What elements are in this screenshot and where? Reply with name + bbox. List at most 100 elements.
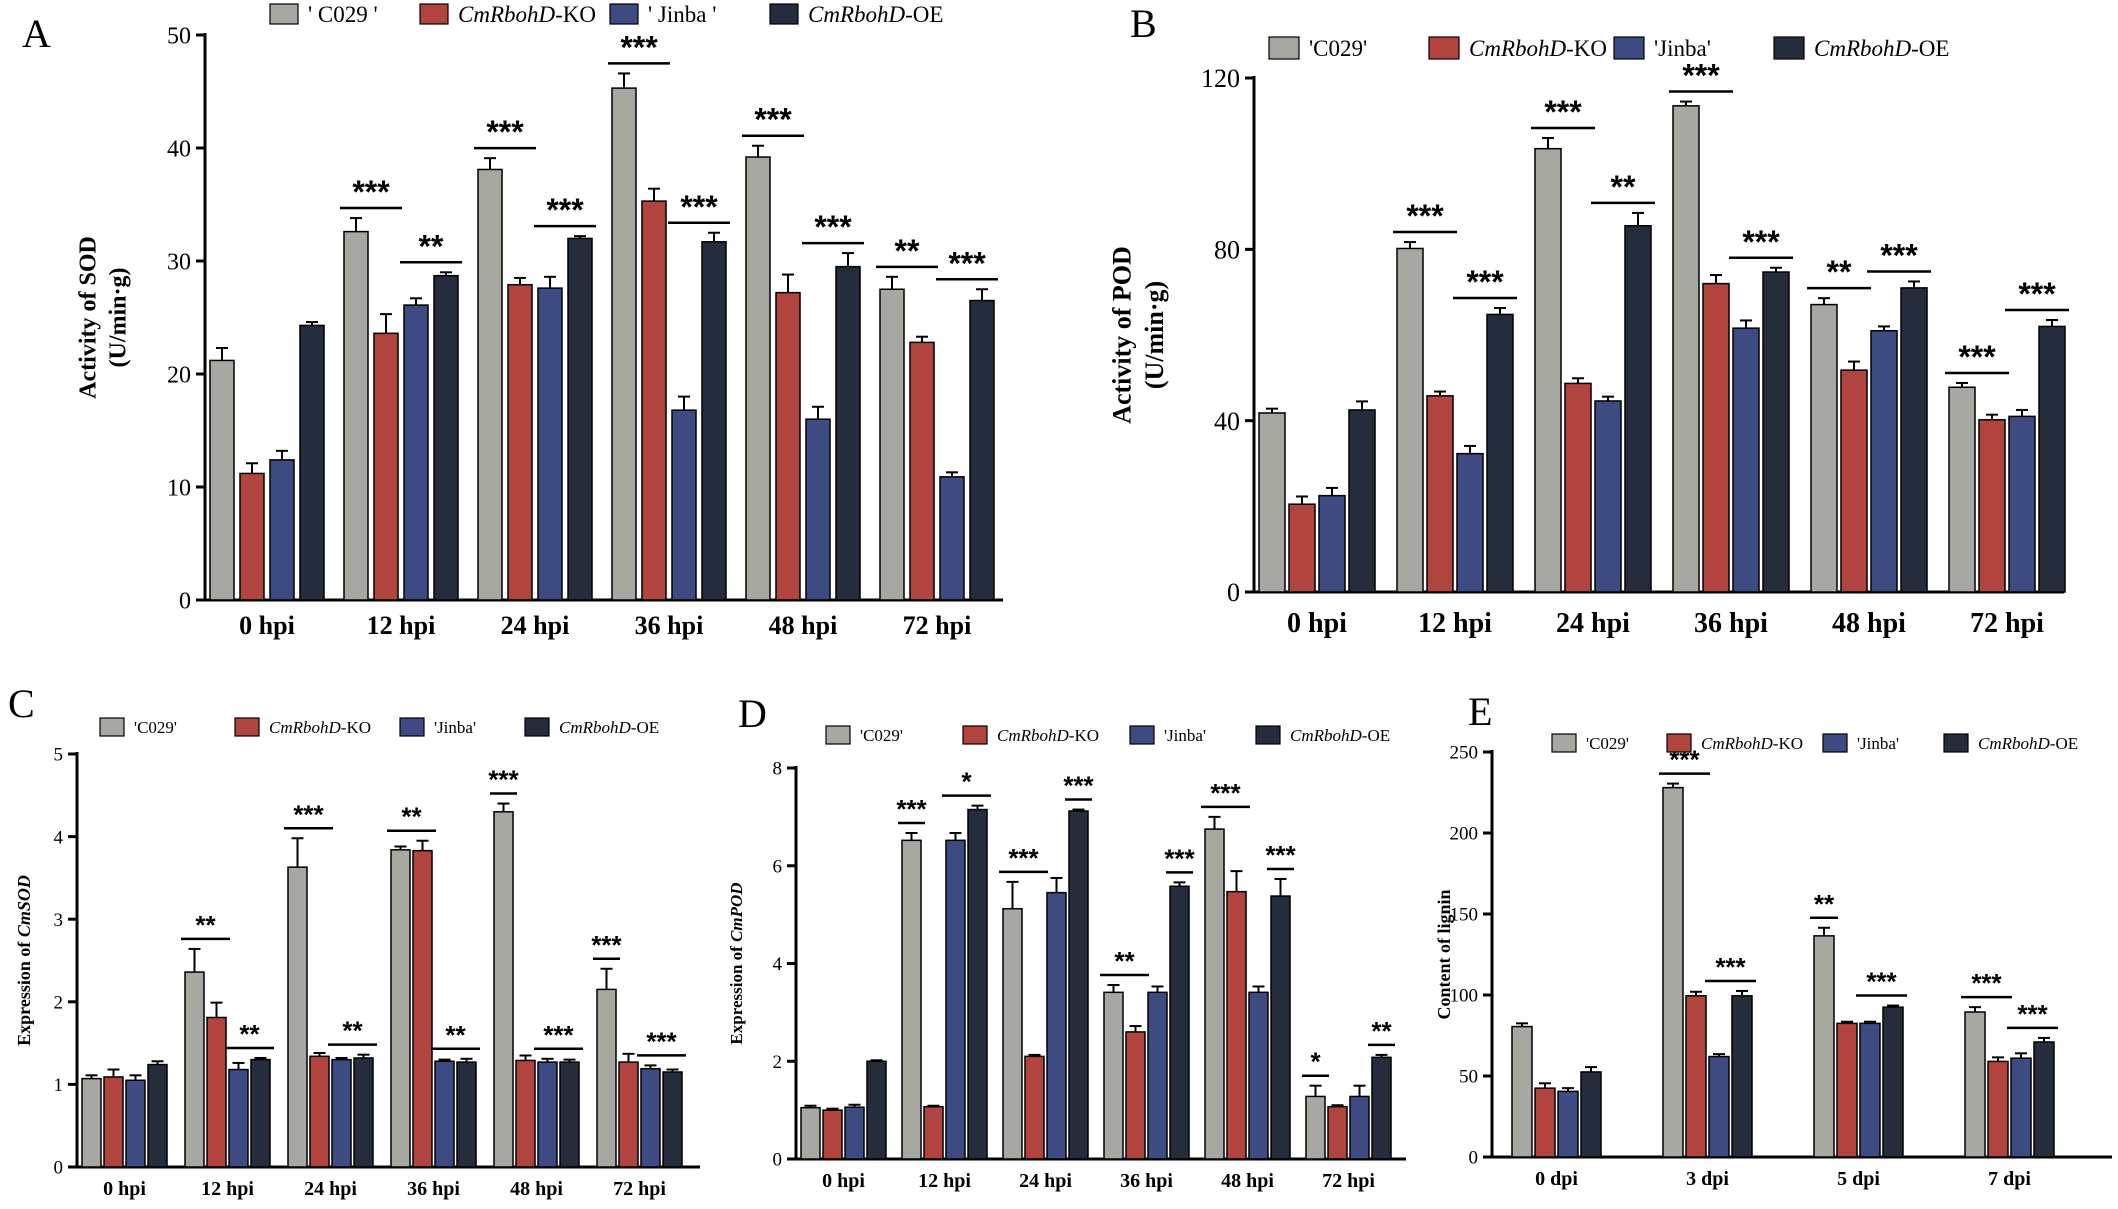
bar xyxy=(1662,786,1684,1158)
x-tick-label: 7 dpi xyxy=(1988,1168,2031,1190)
bar xyxy=(1859,1022,1881,1158)
y-tick-label: 0 xyxy=(179,588,191,614)
legend-swatch xyxy=(769,3,799,25)
legend-swatch xyxy=(1268,36,1300,60)
x-tick-label: 3 dpi xyxy=(1686,1168,1729,1190)
bar xyxy=(567,237,593,601)
bar xyxy=(1511,1025,1533,1158)
bar xyxy=(299,324,325,601)
bar xyxy=(745,156,771,601)
significance-label: ** xyxy=(1814,889,1835,919)
legend-label: CmRbohD-KO xyxy=(458,2,596,27)
bar xyxy=(2038,325,2066,593)
bar xyxy=(403,304,429,601)
bar xyxy=(206,1016,227,1168)
legend-label: CmRbohD-KO xyxy=(997,726,1099,745)
y-tick-label: 20 xyxy=(167,362,191,388)
y-tick-label: 4 xyxy=(54,827,64,848)
significance-label: ** xyxy=(1371,1016,1392,1046)
significance-label: *** xyxy=(1866,967,1897,997)
legend-label: CmRbohD-KO xyxy=(1701,734,1803,753)
legend-swatch xyxy=(962,725,988,745)
significance-label: *** xyxy=(680,189,718,225)
significance-label: ** xyxy=(342,1016,363,1046)
bar xyxy=(1258,412,1286,593)
bar xyxy=(1456,452,1484,593)
significance-label: * xyxy=(961,767,972,797)
bar xyxy=(844,1106,865,1160)
panel-letter-b: B xyxy=(1130,1,1157,46)
bar xyxy=(1024,1055,1045,1160)
bar xyxy=(1103,991,1124,1160)
y-tick-label: 10 xyxy=(167,475,191,501)
y-tick-label: 0 xyxy=(1469,1148,1479,1169)
significance-label: ** xyxy=(1827,254,1852,290)
legend-swatch xyxy=(1773,36,1805,60)
bar xyxy=(1731,995,1753,1158)
x-tick-label: 72 hpi xyxy=(613,1178,666,1200)
x-tick-label: 12 hpi xyxy=(918,1170,971,1192)
legend-label: 'Jinba' xyxy=(434,718,476,737)
bar xyxy=(822,1109,843,1160)
legend-label: ' Jinba ' xyxy=(648,2,716,27)
significance-label: *** xyxy=(1715,952,1746,982)
x-tick-label: 72 hpi xyxy=(1970,608,2044,639)
significance-label: *** xyxy=(1466,264,1504,300)
y-axis-label: Activity of SOD (U/min·g) xyxy=(76,236,132,399)
significance-label: *** xyxy=(1958,339,1996,375)
y-tick-label: 2 xyxy=(54,992,64,1013)
bar xyxy=(537,1061,558,1168)
y-tick-label: 120 xyxy=(1201,64,1240,93)
significance-label: ** xyxy=(1611,169,1636,205)
significance-label: *** xyxy=(1544,94,1582,130)
bar xyxy=(1732,327,1760,593)
bar xyxy=(1204,828,1225,1160)
bar xyxy=(800,1106,821,1160)
bar xyxy=(1813,935,1835,1158)
significance-label: ** xyxy=(1114,946,1135,976)
x-tick-label: 12 hpi xyxy=(201,1178,254,1200)
significance-label: *** xyxy=(546,192,584,228)
bar xyxy=(1046,891,1067,1160)
x-tick-label: 48 hpi xyxy=(510,1178,563,1200)
y-axis-label: Activity of POD (U/min·g) xyxy=(1107,246,1169,424)
bar xyxy=(775,291,801,601)
x-tick-label: 0 hpi xyxy=(822,1170,865,1192)
significance-label: *** xyxy=(2018,276,2056,312)
x-tick-label: 24 hpi xyxy=(304,1178,357,1200)
y-tick-label: 2 xyxy=(773,1052,783,1073)
bar xyxy=(1318,494,1346,593)
bar xyxy=(805,418,831,601)
significance-label: ** xyxy=(895,233,920,269)
y-tick-label: 5 xyxy=(54,745,64,766)
significance-label: *** xyxy=(814,209,852,245)
bar xyxy=(433,274,459,601)
bar xyxy=(596,988,617,1168)
bar xyxy=(1870,329,1898,593)
bar xyxy=(537,287,563,601)
x-tick-label: 5 dpi xyxy=(1837,1168,1880,1190)
bar xyxy=(1948,386,1976,593)
significance-label: *** xyxy=(486,114,524,150)
bar xyxy=(456,1061,477,1168)
significance-label: *** xyxy=(1164,843,1195,873)
legend-swatch xyxy=(234,717,260,737)
y-tick-label: 0 xyxy=(1227,578,1240,607)
y-tick-label: 50 xyxy=(167,23,191,49)
panel-d-chart: 0 2 4 6 8 Expression of CmPOD 0 hpi 12 hpi 24 hp… xyxy=(727,725,1406,1192)
bar xyxy=(1486,313,1514,593)
x-tick-label: 24 hpi xyxy=(1019,1170,1072,1192)
bar xyxy=(343,230,369,601)
legend-swatch xyxy=(1255,725,1281,745)
significance-label: *** xyxy=(948,245,986,281)
bar xyxy=(559,1061,580,1168)
x-tick-label: 48 hpi xyxy=(1221,1170,1274,1192)
bar xyxy=(1810,303,1838,593)
bar xyxy=(1169,885,1190,1160)
y-tick-label: 200 xyxy=(1450,824,1479,845)
x-tick-label: 0 dpi xyxy=(1535,1168,1578,1190)
y-tick-label: 40 xyxy=(167,136,191,162)
legend-label: CmRbohD-OE xyxy=(1814,36,1949,61)
y-tick-label: 80 xyxy=(1214,235,1240,264)
x-tick-label: 36 hpi xyxy=(635,611,704,640)
